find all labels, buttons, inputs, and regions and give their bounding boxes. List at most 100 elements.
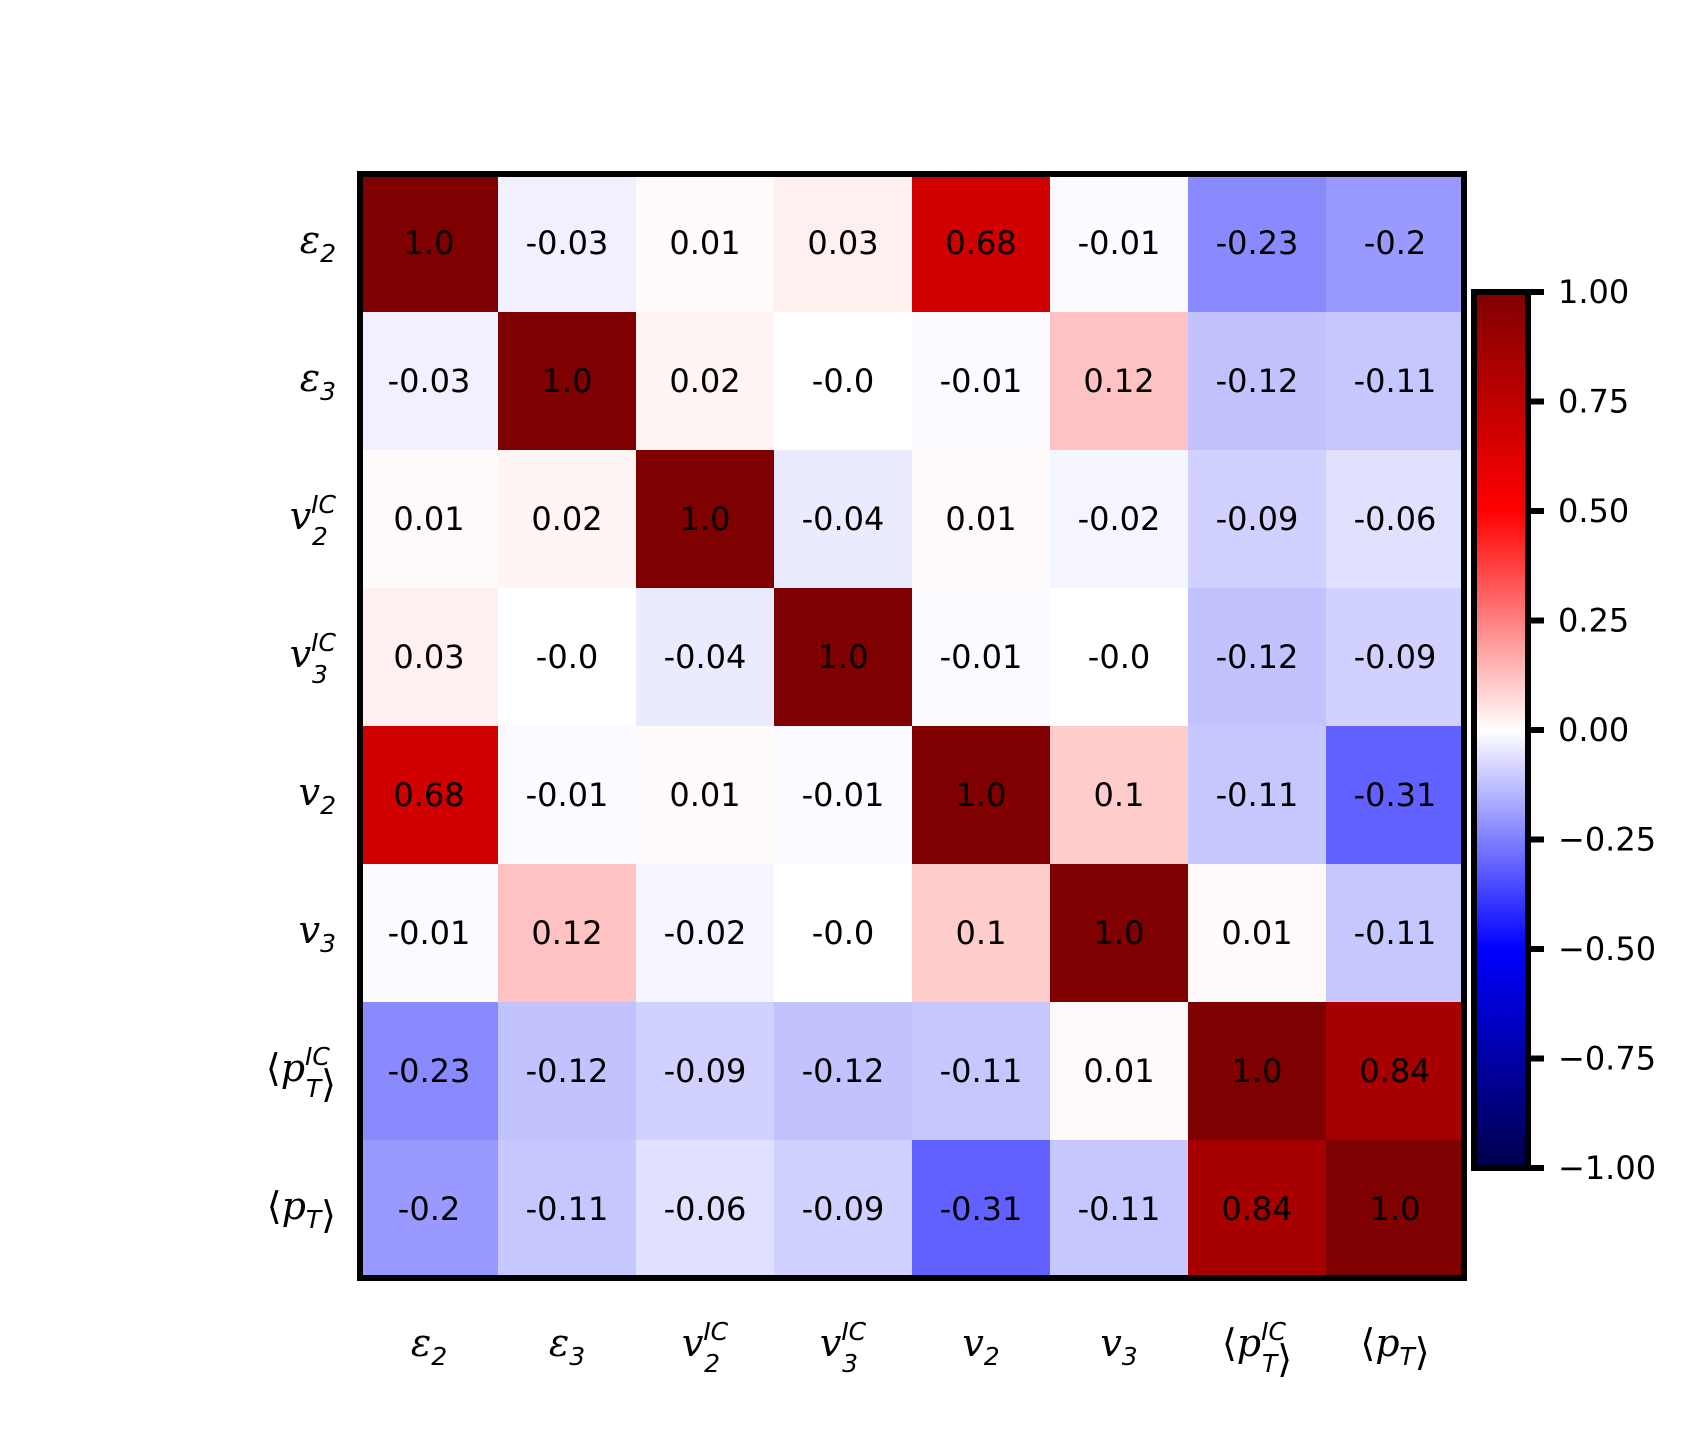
heatmap-cell	[1188, 864, 1327, 1003]
heatmap-cell	[1050, 312, 1189, 451]
heatmap-cell-labels: 1.0 -0.03 0.01 0.03 0.68 -0.01 -0.23 -0.2 -0.03 1…	[388, 224, 1437, 1228]
heatmap-cell	[636, 1140, 775, 1279]
heatmap-cell	[498, 1140, 637, 1279]
colorbar-ticks: 1.00 0.75 0.50 0.25 0.00 −0.25 −0.50 −0.75 −1.00	[1528, 273, 1656, 1187]
heatmap-cell	[360, 1002, 499, 1141]
colorbar-tick-label: 0.00	[1558, 711, 1629, 749]
cell-value-label: -0.02	[1078, 500, 1161, 538]
cell-value-label: 0.01	[1083, 1052, 1154, 1090]
cell-value-label: -0.06	[664, 1190, 747, 1228]
cell-value-label: 1.0	[680, 500, 731, 538]
heatmap-cell	[636, 864, 775, 1003]
heatmap-cell	[498, 864, 637, 1003]
x-axis-tick-labels: ε2 ε3 vIC 2 vIC 3 v2 v3 ⟨pIC T⟩ ⟨pT⟩	[411, 1317, 1430, 1381]
heatmap-cell	[1326, 1140, 1465, 1279]
heatmap-cell	[774, 1002, 913, 1141]
heatmap-cell	[912, 726, 1051, 865]
cell-value-label: -0.23	[388, 1052, 471, 1090]
heatmap-cell	[1188, 726, 1327, 865]
colorbar-tick-label: 0.25	[1558, 602, 1629, 640]
cell-value-label: -0.01	[940, 638, 1023, 676]
cell-value-label: -0.11	[1216, 776, 1299, 814]
cell-value-label: -0.03	[526, 224, 609, 262]
axis-tick-label: vIC 3	[820, 1317, 867, 1378]
colorbar-tick-label: −1.00	[1558, 1149, 1656, 1187]
heatmap-cell	[498, 450, 637, 589]
cell-value-label: 0.03	[807, 224, 878, 262]
cell-value-label: -0.31	[940, 1190, 1023, 1228]
axis-tick-label: ⟨pIC T⟩	[1222, 1317, 1292, 1381]
cell-value-label: 0.68	[393, 776, 464, 814]
heatmap-cell	[360, 450, 499, 589]
cell-value-label: 0.1	[956, 914, 1007, 952]
cell-value-label: -0.01	[526, 776, 609, 814]
heatmap-cell	[498, 726, 637, 865]
cell-value-label: -0.2	[398, 1190, 460, 1228]
colorbar: 1.00 0.75 0.50 0.25 0.00 −0.25 −0.50 −0.75 −1.00	[1471, 273, 1656, 1187]
cell-value-label: -0.12	[1216, 638, 1299, 676]
cell-value-label: -0.04	[802, 500, 885, 538]
heatmap-cell	[912, 174, 1051, 313]
axis-tick-label: v2	[299, 770, 336, 820]
heatmap-cell	[774, 312, 913, 451]
heatmap-cell	[1188, 1002, 1327, 1141]
heatmap-cells	[360, 174, 1465, 1279]
cell-value-label: -0.2	[1364, 224, 1426, 262]
heatmap-cell	[1188, 312, 1327, 451]
axis-tick-label: v2	[962, 1321, 999, 1371]
heatmap-cell	[636, 312, 775, 451]
colorbar-tick-label: −0.50	[1558, 930, 1656, 968]
cell-value-label: 0.01	[393, 500, 464, 538]
heatmap-cell	[1050, 1140, 1189, 1279]
axis-tick-label: ε2	[300, 218, 336, 268]
heatmap-cell	[498, 174, 637, 313]
cell-value-label: -0.09	[664, 1052, 747, 1090]
heatmap-cell	[360, 312, 499, 451]
cell-value-label: -0.0	[536, 638, 598, 676]
cell-value-label: 0.03	[393, 638, 464, 676]
cell-value-label: 0.1	[1094, 776, 1145, 814]
heatmap-cell	[774, 588, 913, 727]
cell-value-label: -0.09	[1354, 638, 1437, 676]
heatmap-cell	[1050, 1002, 1189, 1141]
heatmap-cell	[1326, 726, 1465, 865]
heatmap-cell	[912, 312, 1051, 451]
heatmap-cell	[636, 174, 775, 313]
cell-value-label: -0.02	[664, 914, 747, 952]
heatmap-cell	[1326, 450, 1465, 589]
axis-tick-label: vIC 2	[682, 1317, 729, 1378]
cell-value-label: 0.01	[669, 776, 740, 814]
cell-value-label: -0.01	[388, 914, 471, 952]
cell-value-label: -0.11	[1354, 362, 1437, 400]
axis-tick-label: ε3	[300, 356, 336, 406]
cell-value-label: -0.06	[1354, 500, 1437, 538]
cell-value-label: -0.12	[802, 1052, 885, 1090]
axis-tick-label: vIC 3	[290, 628, 337, 689]
heatmap-cell	[636, 450, 775, 589]
heatmap-cell	[912, 450, 1051, 589]
heatmap-cell	[360, 588, 499, 727]
cell-value-label: -0.09	[1216, 500, 1299, 538]
heatmap-cell	[360, 726, 499, 865]
y-axis-tick-labels: ε2 ε3 vIC 2 vIC 3 v2 v3 ⟨pIC T⟩ ⟨pT⟩	[266, 218, 337, 1237]
heatmap-cell	[1326, 1002, 1465, 1141]
cell-value-label: -0.0	[812, 914, 874, 952]
cell-value-label: -0.0	[1088, 638, 1150, 676]
heatmap-cell	[360, 864, 499, 1003]
colorbar-gradient	[1474, 292, 1528, 1168]
cell-value-label: 1.0	[542, 362, 593, 400]
cell-value-label: -0.31	[1354, 776, 1437, 814]
heatmap-cell	[1050, 588, 1189, 727]
cell-value-label: -0.11	[1078, 1190, 1161, 1228]
cell-value-label: 0.12	[1083, 362, 1154, 400]
axis-tick-label: ε3	[549, 1321, 585, 1371]
heatmap-cell	[636, 1002, 775, 1141]
cell-value-label: 0.02	[531, 500, 602, 538]
cell-value-label: 1.0	[818, 638, 869, 676]
heatmap-cell	[1050, 864, 1189, 1003]
cell-value-label: 0.01	[1221, 914, 1292, 952]
heatmap-cell	[498, 588, 637, 727]
heatmap-cell	[774, 726, 913, 865]
heatmap-cell	[774, 1140, 913, 1279]
